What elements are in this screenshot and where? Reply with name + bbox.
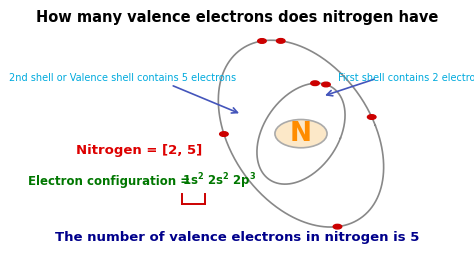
- Text: First shell contains 2 electrons: First shell contains 2 electrons: [338, 74, 474, 83]
- Circle shape: [219, 132, 228, 136]
- Text: $\mathbf{1s^2\ 2s^2\ 2p^3}$: $\mathbf{1s^2\ 2s^2\ 2p^3}$: [182, 171, 256, 191]
- Text: Electron configuration =: Electron configuration =: [28, 175, 195, 188]
- Circle shape: [275, 120, 327, 148]
- Text: 2nd shell or Valence shell contains 5 electrons: 2nd shell or Valence shell contains 5 el…: [9, 74, 237, 83]
- Text: How many valence electrons does nitrogen have: How many valence electrons does nitrogen…: [36, 10, 438, 25]
- Text: N: N: [290, 121, 312, 147]
- Text: Nitrogen = [2, 5]: Nitrogen = [2, 5]: [76, 144, 202, 157]
- Circle shape: [276, 39, 285, 43]
- Circle shape: [258, 39, 266, 43]
- Text: The number of valence electrons in nitrogen is 5: The number of valence electrons in nitro…: [55, 231, 419, 244]
- Circle shape: [311, 81, 319, 86]
- Circle shape: [322, 82, 330, 87]
- Circle shape: [367, 115, 376, 119]
- Circle shape: [333, 224, 342, 229]
